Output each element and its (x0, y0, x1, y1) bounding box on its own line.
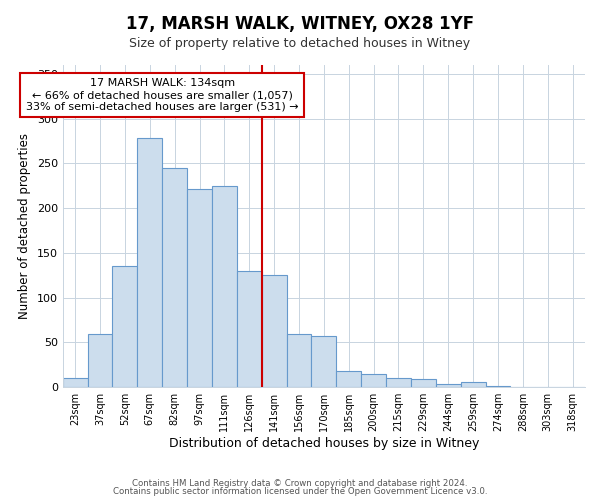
Bar (311, 336, 337, 387)
Bar (262, 276, 287, 387)
Text: Contains public sector information licensed under the Open Government Licence v3: Contains public sector information licen… (113, 487, 487, 496)
Bar (212, 186, 237, 387)
Bar (436, 384, 461, 387)
Bar (485, 386, 511, 387)
Bar (162, 168, 187, 387)
Text: 17, MARSH WALK, WITNEY, OX28 1YF: 17, MARSH WALK, WITNEY, OX28 1YF (126, 15, 474, 33)
Bar (386, 378, 411, 387)
Bar (112, 266, 137, 387)
Text: Contains HM Land Registry data © Crown copyright and database right 2024.: Contains HM Land Registry data © Crown c… (132, 478, 468, 488)
Y-axis label: Number of detached properties: Number of detached properties (18, 133, 31, 319)
Bar (137, 138, 162, 387)
Bar (287, 334, 311, 387)
Bar (411, 379, 436, 387)
Bar (337, 371, 361, 387)
Bar (461, 382, 485, 387)
Bar (237, 271, 262, 387)
Bar (88, 334, 112, 387)
Bar (187, 188, 212, 387)
Text: 17 MARSH WALK: 134sqm
← 66% of detached houses are smaller (1,057)
33% of semi-d: 17 MARSH WALK: 134sqm ← 66% of detached … (26, 78, 299, 112)
X-axis label: Distribution of detached houses by size in Witney: Distribution of detached houses by size … (169, 437, 479, 450)
Bar (63, 378, 88, 387)
Bar (361, 374, 386, 387)
Text: Size of property relative to detached houses in Witney: Size of property relative to detached ho… (130, 38, 470, 51)
